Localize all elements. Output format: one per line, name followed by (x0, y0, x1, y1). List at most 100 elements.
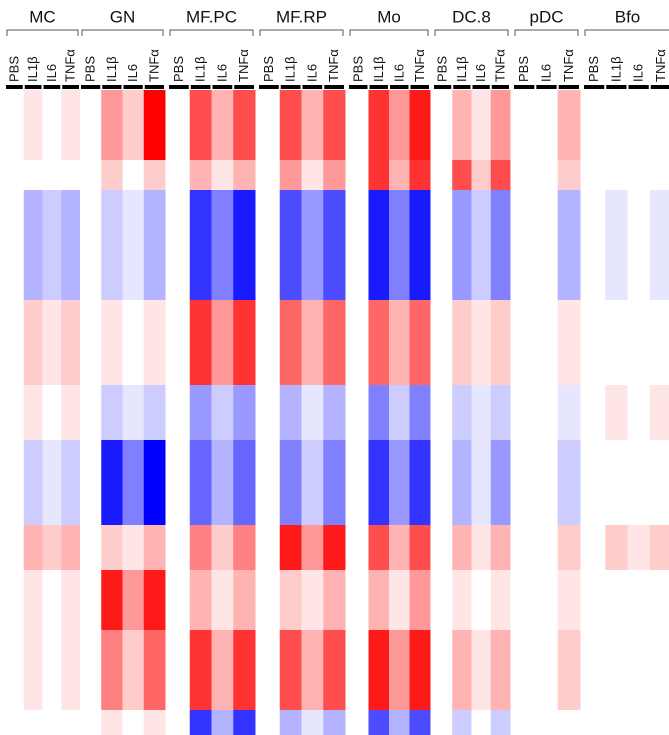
heatmap-cell (279, 385, 302, 440)
heatmap-cell (101, 300, 123, 385)
heatmap-cell (168, 160, 191, 190)
heatmap-cell (348, 440, 369, 525)
group-bracket (259, 29, 344, 36)
column-label: IL6 (473, 64, 488, 82)
heatmap-cell (433, 440, 453, 525)
column-label: PBS (516, 56, 531, 82)
column-label: IL1β (371, 56, 386, 82)
group-bracket (349, 29, 429, 36)
column-bar (169, 85, 189, 89)
heatmap-cell (557, 570, 581, 630)
heatmap-cell (189, 570, 212, 630)
heatmap-cell (323, 440, 346, 525)
column-label: IL6 (125, 64, 140, 82)
heatmap-cell (5, 90, 25, 160)
heatmap-cell (649, 525, 669, 570)
heatmap-cell (433, 190, 453, 300)
heatmap-cell (557, 190, 581, 300)
heatmap-cell (368, 525, 390, 570)
group-label: MC (29, 7, 55, 26)
heatmap-cell (389, 160, 410, 190)
column-label: TNFα (561, 49, 576, 82)
column-label: PBS (350, 56, 365, 82)
heatmap-cell (627, 710, 651, 735)
heatmap-cell (389, 440, 410, 525)
heatmap-cell (471, 90, 492, 160)
heatmap-cell (168, 570, 191, 630)
group-label: MF.PC (186, 7, 237, 26)
heatmap-cell (233, 90, 256, 160)
heatmap-cell (189, 525, 212, 570)
heatmap-cell (101, 525, 123, 570)
heatmap-cell (301, 630, 324, 710)
heatmap-cell (490, 570, 511, 630)
column-bar (514, 85, 535, 89)
heatmap-cell (258, 525, 281, 570)
heatmap-cell (471, 630, 492, 710)
heatmap-cell (649, 710, 669, 735)
heatmap-cell (80, 300, 102, 385)
column-label: PBS (435, 56, 450, 82)
heatmap-cell (42, 630, 62, 710)
heatmap-cell (535, 570, 559, 630)
heatmap-cell (605, 710, 628, 735)
heatmap-cell (471, 525, 492, 570)
heatmap-cell (301, 525, 324, 570)
column-label: IL6 (44, 64, 59, 82)
heatmap-cell (627, 300, 651, 385)
heatmap-cell (433, 90, 453, 160)
column-bar (259, 85, 279, 89)
heatmap-cell (211, 440, 234, 525)
heatmap-cell (5, 385, 25, 440)
heatmap-cell (535, 525, 559, 570)
heatmap-cell (258, 300, 281, 385)
group-label: Bfo (615, 7, 641, 26)
column-bar (606, 85, 627, 89)
group-label: GN (110, 7, 136, 26)
heatmap-cell (61, 440, 81, 525)
heatmap-cell (452, 190, 472, 300)
heatmap-cell (348, 190, 369, 300)
column-label: TNFα (492, 49, 507, 82)
heatmap-cell (61, 630, 81, 710)
heatmap-cell (61, 385, 81, 440)
heatmap-cell (101, 570, 123, 630)
heatmap-cell (433, 300, 453, 385)
column-bar (453, 85, 471, 89)
heatmap-cell (452, 300, 472, 385)
column-label: PBS (83, 56, 98, 82)
heatmap-cell (605, 570, 628, 630)
heatmap-cell (143, 570, 166, 630)
heatmap-cell (42, 90, 62, 160)
heatmap-cell (5, 525, 25, 570)
heatmap-cell (101, 90, 123, 160)
heatmap-cell (301, 90, 324, 160)
heatmap-cell (649, 160, 669, 190)
heatmap-cell (61, 160, 81, 190)
heatmap-cell (258, 90, 281, 160)
column-bar (491, 85, 509, 89)
heatmap-cell (189, 630, 212, 710)
column-label: IL1β (454, 56, 469, 82)
column-label: TNFα (326, 49, 341, 82)
heatmap-cell (605, 190, 628, 300)
heatmap-cell (42, 570, 62, 630)
heatmap-cell (189, 160, 212, 190)
heatmap-cell (649, 300, 669, 385)
heatmap-cell (452, 710, 472, 735)
heatmap-cell (23, 630, 43, 710)
heatmap-cell (211, 630, 234, 710)
heatmap-cell (301, 190, 324, 300)
column-bar (102, 85, 122, 89)
heatmap-cell (368, 630, 390, 710)
heatmap-cell (452, 630, 472, 710)
heatmap-cell (143, 90, 166, 160)
heatmap-cell (42, 710, 62, 735)
heatmap-cell (605, 90, 628, 160)
heatmap-cell (513, 385, 536, 440)
heatmap-cell (348, 570, 369, 630)
heatmap-cell (409, 190, 431, 300)
heatmap-cell (583, 385, 606, 440)
heatmap-cell (557, 525, 581, 570)
heatmap-cell (258, 160, 281, 190)
